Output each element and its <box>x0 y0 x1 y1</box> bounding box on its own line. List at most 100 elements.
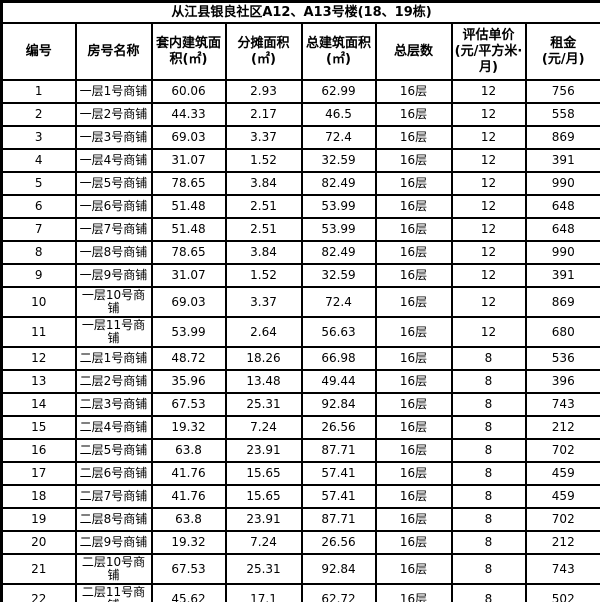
cell-rent: 743 <box>524 553 600 585</box>
cell-unit-price: 12 <box>450 240 527 265</box>
cell-floors: 16层 <box>374 286 453 318</box>
cell-rent: 212 <box>524 415 600 440</box>
table-row-13: 13 二层2号商铺 35.96 13.48 49.44 16层 8 396 <box>0 369 600 394</box>
cell-inner-area: 51.48 <box>150 217 227 242</box>
cell-floors: 16层 <box>374 102 453 127</box>
cell-rent: 648 <box>524 217 600 242</box>
room-name: 一层3号商铺 <box>79 130 148 144</box>
cell-name: 一层2号商铺 <box>74 102 153 127</box>
cell-unit-price: 12 <box>450 217 527 242</box>
room-name: 二层11号商铺 <box>81 585 146 602</box>
room-name: 一层8号商铺 <box>79 245 148 259</box>
table-row-5: 5 一层5号商铺 78.65 3.84 82.49 16层 12 990 <box>0 171 600 196</box>
cell-id: 22 <box>0 583 77 602</box>
cell-rent: 212 <box>524 530 600 555</box>
table-title-row: 从江县银良社区A12、A13号楼(18、19栋) <box>0 0 600 24</box>
cell-name: 二层7号商铺 <box>74 484 153 509</box>
cell-rent: 391 <box>524 148 600 173</box>
room-name: 二层7号商铺 <box>79 489 148 503</box>
cell-total-area: 72.4 <box>300 125 377 150</box>
cell-id: 16 <box>0 438 77 463</box>
cell-rent: 702 <box>524 438 600 463</box>
table-row-10: 10 一层10号商铺 69.03 3.37 72.4 16层 12 869 <box>0 286 600 318</box>
cell-name: 二层4号商铺 <box>74 415 153 440</box>
cell-rent: 459 <box>524 484 600 509</box>
room-name: 二层3号商铺 <box>79 397 148 411</box>
cell-name: 一层7号商铺 <box>74 217 153 242</box>
cell-name: 一层10号商铺 <box>74 286 153 318</box>
cell-name: 二层11号商铺 <box>74 583 153 602</box>
table-row-7: 7 一层7号商铺 51.48 2.51 53.99 16层 12 648 <box>0 217 600 242</box>
cell-inner-area: 41.76 <box>150 484 227 509</box>
cell-id: 19 <box>0 507 77 532</box>
room-name: 一层10号商铺 <box>81 288 146 315</box>
cell-shared-area: 3.37 <box>224 286 303 318</box>
cell-rent: 558 <box>524 102 600 127</box>
header-floors: 总层数 <box>374 22 453 81</box>
cell-inner-area: 69.03 <box>150 125 227 150</box>
cell-rent: 680 <box>524 316 600 348</box>
cell-unit-price: 8 <box>450 484 527 509</box>
cell-total-area: 49.44 <box>300 369 377 394</box>
room-name: 一层1号商铺 <box>79 84 148 98</box>
cell-rent: 743 <box>524 392 600 417</box>
cell-rent: 990 <box>524 240 600 265</box>
header-total-area: 总建筑面积(㎡) <box>300 22 377 81</box>
cell-name: 一层4号商铺 <box>74 148 153 173</box>
cell-name: 二层9号商铺 <box>74 530 153 555</box>
cell-id: 10 <box>0 286 77 318</box>
table-title: 从江县银良社区A12、A13号楼(18、19栋) <box>0 0 600 24</box>
header-id: 编号 <box>0 22 77 81</box>
cell-shared-area: 3.84 <box>224 171 303 196</box>
cell-floors: 16层 <box>374 217 453 242</box>
cell-inner-area: 48.72 <box>150 346 227 371</box>
cell-total-area: 53.99 <box>300 217 377 242</box>
cell-unit-price: 12 <box>450 171 527 196</box>
cell-floors: 16层 <box>374 316 453 348</box>
cell-inner-area: 19.32 <box>150 415 227 440</box>
cell-total-area: 62.72 <box>300 583 377 602</box>
cell-floors: 16层 <box>374 346 453 371</box>
cell-rent: 869 <box>524 125 600 150</box>
cell-floors: 16层 <box>374 507 453 532</box>
cell-unit-price: 8 <box>450 583 527 602</box>
cell-unit-price: 8 <box>450 461 527 486</box>
cell-total-area: 53.99 <box>300 194 377 219</box>
cell-shared-area: 25.31 <box>224 553 303 585</box>
table-row-21: 21 二层10号商铺 67.53 25.31 92.84 16层 8 743 <box>0 553 600 585</box>
table-header-row: 编号 房号名称 套内建筑面积(㎡) 分摊面积(㎡) 总建筑面积(㎡) 总层数 评估单价 (元… <box>0 22 600 81</box>
cell-id: 21 <box>0 553 77 585</box>
cell-inner-area: 60.06 <box>150 79 227 104</box>
cell-floors: 16层 <box>374 194 453 219</box>
header-unit-price: 评估单价 (元/平方米·月) <box>450 22 527 81</box>
cell-name: 一层3号商铺 <box>74 125 153 150</box>
cell-unit-price: 8 <box>450 553 527 585</box>
cell-floors: 16层 <box>374 369 453 394</box>
cell-inner-area: 44.33 <box>150 102 227 127</box>
cell-name: 一层6号商铺 <box>74 194 153 219</box>
cell-inner-area: 19.32 <box>150 530 227 555</box>
cell-inner-area: 78.65 <box>150 171 227 196</box>
cell-unit-price: 8 <box>450 415 527 440</box>
cell-floors: 16层 <box>374 125 453 150</box>
cell-unit-price: 12 <box>450 148 527 173</box>
cell-shared-area: 2.51 <box>224 217 303 242</box>
cell-total-area: 32.59 <box>300 263 377 288</box>
cell-unit-price: 8 <box>450 530 527 555</box>
table-row-4: 4 一层4号商铺 31.07 1.52 32.59 16层 12 391 <box>0 148 600 173</box>
table-row-11: 11 一层11号商铺 53.99 2.64 56.63 16层 12 680 <box>0 316 600 348</box>
cell-id: 3 <box>0 125 77 150</box>
room-name: 一层11号商铺 <box>81 318 146 345</box>
room-name: 二层9号商铺 <box>79 535 148 549</box>
room-name: 二层10号商铺 <box>81 555 146 582</box>
cell-total-area: 26.56 <box>300 415 377 440</box>
header-inner-area: 套内建筑面积(㎡) <box>150 22 227 81</box>
room-name: 二层1号商铺 <box>79 351 148 365</box>
table-row-8: 8 一层8号商铺 78.65 3.84 82.49 16层 12 990 <box>0 240 600 265</box>
cell-shared-area: 23.91 <box>224 438 303 463</box>
cell-id: 12 <box>0 346 77 371</box>
cell-unit-price: 12 <box>450 125 527 150</box>
cell-total-area: 66.98 <box>300 346 377 371</box>
